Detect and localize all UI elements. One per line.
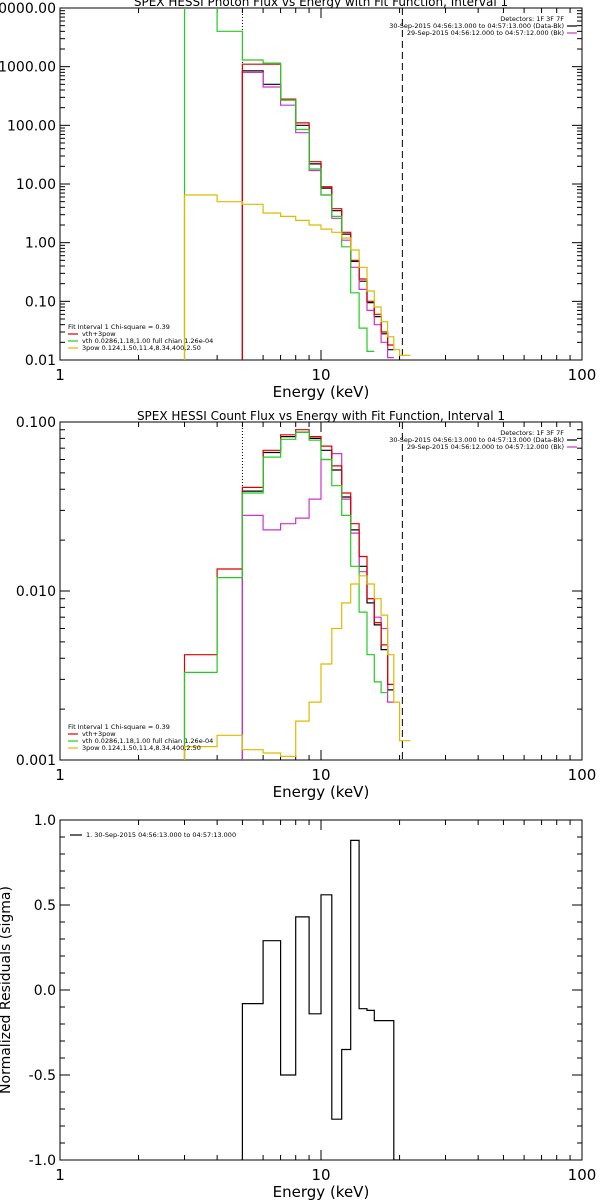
- spectrum-series-1: [241, 71, 394, 360]
- x-tick-label: 10: [311, 1166, 330, 1184]
- y-tick-label: 1.00: [25, 236, 56, 252]
- x-axis-label: Energy (keV): [273, 783, 370, 801]
- header-label: Detectors: 1F 3F 7F: [500, 429, 564, 437]
- plot-area: [241, 839, 400, 1160]
- chart-title: SPEX HESSI Photon Flux vs Energy with Fi…: [134, 0, 508, 9]
- header-label: 29-Sep-2015 04:56:12.000 to 04:57:12.000…: [407, 29, 564, 37]
- x-tick-label: 1: [55, 766, 65, 784]
- legend-label: vth+3pow: [82, 730, 116, 738]
- y-tick-label: 0.01: [25, 353, 56, 369]
- y-tick-label: 0.010: [16, 584, 56, 600]
- x-tick-label: 100: [568, 766, 597, 784]
- spectrum-series-0: [241, 431, 394, 760]
- header-label: 30-Sep-2015 04:56:13.000 to 04:57:13.000…: [389, 436, 564, 444]
- spectrum-series-4: [183, 194, 411, 360]
- header-label: 30-Sep-2015 04:56:13.000 to 04:57:13.000…: [389, 22, 564, 30]
- x-axis-label: Energy (keV): [273, 1183, 370, 1200]
- plot-area: [183, 8, 411, 360]
- legend-label: vth+3pow: [82, 330, 116, 338]
- spectrum-series-2: [241, 63, 394, 360]
- count-flux-panel: SPEX HESSI Count Flux vs Energy with Fit…: [16, 409, 597, 801]
- y-tick-label: 0.5: [34, 898, 56, 914]
- spectrum-series-3: [183, 431, 388, 760]
- y-axis-label: Normalized Residuals (sigma): [0, 886, 14, 1094]
- legend-label: vth 0.0286,1.18,1.00 full chian 1.26e-04: [82, 737, 213, 745]
- x-tick-label: 1: [55, 366, 65, 384]
- x-axis-label: Energy (keV): [273, 383, 370, 401]
- legend-label: Fit Interval 1 Chi-square = 0.39: [68, 723, 170, 731]
- legend-label: 3pow 0.124,1.50,11.4,8.34,400,2.50: [82, 344, 201, 352]
- x-tick-label: 10: [311, 766, 330, 784]
- x-tick-label: 1: [55, 1166, 65, 1184]
- header-label: Detectors: 1F 3F 7F: [500, 15, 564, 23]
- y-tick-label: 1000.00: [0, 60, 56, 76]
- residuals-panel: 1 10 100 Energy (keV) 1.0 0.5 0.0 -0.5 -1.0 Norma…: [0, 813, 596, 1200]
- spectrum-series-0: [241, 839, 400, 1160]
- header-label: 29-Sep-2015 04:56:12.000 to 04:57:12.000…: [407, 443, 564, 451]
- y-tick-label: 0.100: [16, 415, 56, 431]
- spectrum-series-3: [183, 8, 375, 360]
- spectrum-series-1: [241, 453, 394, 760]
- x-tick-label: 10: [311, 366, 330, 384]
- y-tick-label: 10.00: [16, 177, 56, 193]
- legend-label: vth 0.0286,1.18,1.00 full chian 1.26e-04: [82, 337, 213, 345]
- legend-label: Fit Interval 1 Chi-square = 0.39: [68, 323, 170, 331]
- y-tick-label: 0.0: [34, 983, 56, 999]
- y-tick-label: 1.0: [34, 813, 56, 829]
- y-tick-label: 0.10: [25, 294, 56, 310]
- chart-title: SPEX HESSI Count Flux vs Energy with Fit…: [137, 409, 505, 423]
- x-tick-label: 100: [568, 366, 597, 384]
- legend-label: 1. 30-Sep-2015 04:56:13.000 to 04:57:13.…: [86, 831, 236, 839]
- y-tick-label: -0.5: [29, 1068, 56, 1084]
- spectrum-series-4: [183, 575, 411, 760]
- spectrum-series-0: [241, 70, 394, 360]
- plot-area: [183, 429, 411, 760]
- legend-label: 3pow 0.124,1.50,11.4,8.34,400,2.50: [82, 744, 201, 752]
- y-tick-label: -1.0: [29, 1153, 56, 1169]
- spectrum-series-2: [183, 429, 394, 760]
- y-tick-label: 0.001: [16, 753, 56, 769]
- y-tick-label: 100.00: [7, 118, 56, 134]
- y-tick-label: 0000.00: [0, 1, 56, 17]
- photon-flux-panel: SPEX HESSI Photon Flux vs Energy with Fi…: [0, 0, 597, 401]
- x-tick-label: 100: [568, 1166, 597, 1184]
